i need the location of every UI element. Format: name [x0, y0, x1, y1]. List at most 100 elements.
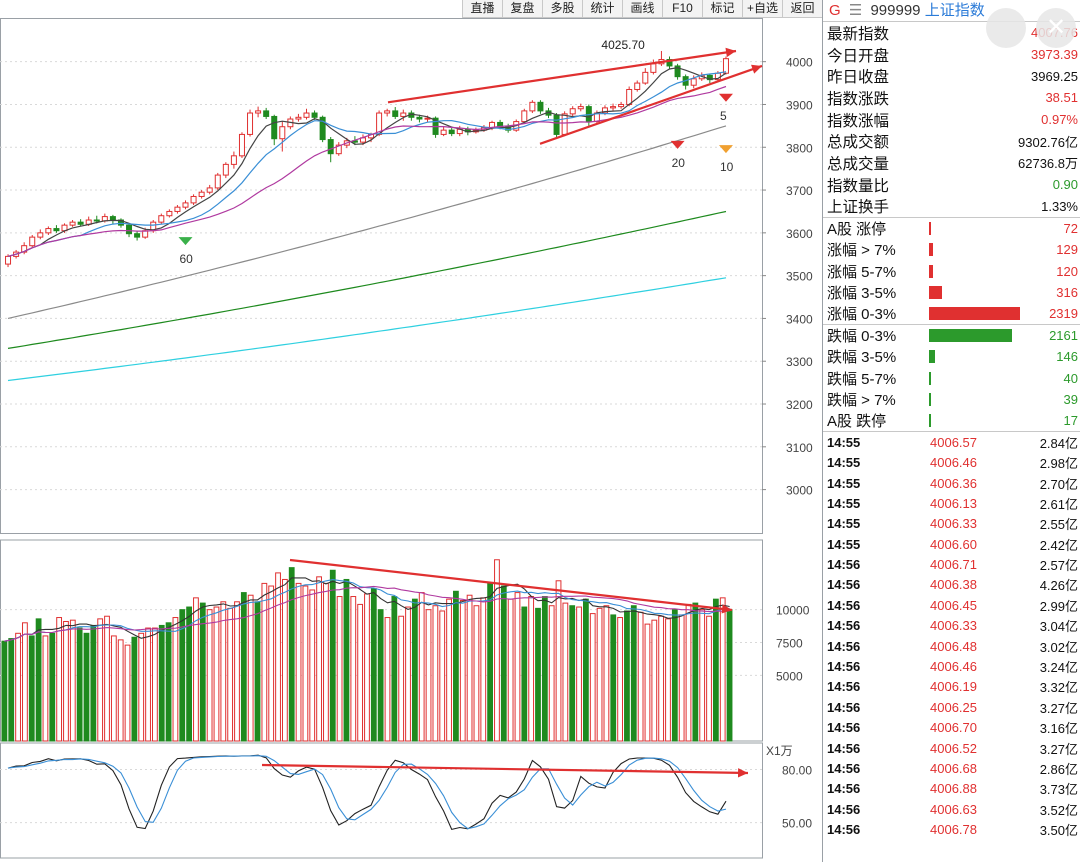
index-name[interactable]: 上证指数: [924, 2, 985, 19]
candle-body: [618, 103, 625, 108]
toolbar-button[interactable]: 返回: [782, 0, 822, 17]
breakdown-label: 跌幅 0-3%: [827, 328, 897, 346]
candle-body: [295, 116, 302, 120]
breakdown-row[interactable]: 涨幅 > 7% 129: [823, 239, 1080, 260]
toolbar-button[interactable]: 统计: [582, 0, 622, 17]
breakdown-row[interactable]: 涨幅 5-7% 120: [823, 261, 1080, 282]
volume-bar: [569, 605, 576, 742]
candle-body: [537, 101, 544, 112]
volume-bar: [370, 588, 377, 742]
candle-body: [222, 163, 229, 176]
tick-price: 4006.78: [930, 822, 977, 838]
tick-price: 4006.57: [930, 434, 977, 450]
tick-price: 4006.13: [930, 495, 977, 511]
candle-body: [206, 187, 213, 193]
breakdown-row[interactable]: 涨幅 0-3% 2319: [823, 303, 1080, 324]
fall-breakdown: 跌幅 0-3% 2161 跌幅 3-5% 146 跌幅 5-7% 40 跌幅 > 7% 39 A…: [823, 325, 1080, 431]
breakdown-bar-track: [929, 264, 1027, 278]
toolbar-button[interactable]: +自选: [742, 0, 782, 17]
toolbar-button[interactable]: 多股: [542, 0, 582, 17]
volume-bar: [22, 622, 28, 742]
volume-bar: [699, 609, 706, 742]
toolbar-button[interactable]: 复盘: [502, 0, 542, 17]
breakdown-row[interactable]: 跌幅 5-7% 40: [823, 368, 1080, 389]
toolbar-button[interactable]: F10: [662, 0, 702, 17]
volume-axis-label: 5000: [776, 669, 803, 683]
volume-bar: [8, 638, 15, 742]
volume-bar: [651, 619, 658, 742]
index-header[interactable]: G ☰ 999999 上证指数: [823, 0, 1080, 22]
volume-bar: [637, 611, 644, 742]
toolbar-button[interactable]: 标记: [702, 0, 742, 17]
breakdown-row[interactable]: A股 涨停 72: [823, 218, 1080, 239]
volume-bar: [254, 601, 261, 742]
volume-bar: [69, 619, 76, 742]
volume-bar: [473, 605, 480, 742]
candle-body: [327, 139, 334, 155]
volume-bar: [158, 624, 165, 742]
tick-row: 14:56 4006.45 2.99亿: [823, 595, 1080, 615]
volume-axis-label: 7500: [776, 637, 803, 651]
tick-row: 14:56 4006.78 3.50亿: [823, 819, 1080, 839]
breakdown-row[interactable]: 跌幅 0-3% 2161: [823, 325, 1080, 346]
volume-bar: [671, 609, 678, 742]
volume-bar: [364, 593, 370, 742]
tick-price: 4006.60: [930, 536, 977, 552]
candle-body: [416, 116, 423, 120]
divider: [823, 217, 1080, 219]
breakdown-row[interactable]: 跌幅 > 7% 39: [823, 389, 1080, 410]
candle-body: [521, 110, 528, 123]
menu-icon[interactable]: ☰: [848, 2, 863, 19]
volume-bar: [357, 603, 364, 742]
candle-body: [5, 255, 12, 265]
volume-bar: [596, 607, 603, 742]
volume-unit-label: X1万: [766, 744, 793, 758]
volume-bar: [712, 598, 719, 742]
tick-price: 4006.25: [930, 699, 977, 715]
tick-amount: 2.42亿: [1039, 537, 1078, 553]
tick-list[interactable]: 14:55 4006.57 2.84亿 14:55 4006.46 2.98亿 14:55 4…: [823, 432, 1080, 840]
candle-body: [230, 155, 237, 165]
quote-panel: G ☰ 999999 上证指数 最新指数4007.76今日开盘3973.39昨日…: [822, 0, 1080, 862]
volume-bar: [453, 590, 459, 742]
breakdown-row[interactable]: 涨幅 3-5% 316: [823, 282, 1080, 303]
candle-body: [674, 65, 681, 78]
breakdown-row[interactable]: A股 跌停 17: [823, 410, 1080, 431]
price-lower-trend-arrow: [539, 64, 763, 145]
ma-cross-marker: [718, 93, 733, 102]
candle-body: [634, 82, 641, 90]
kline-chart-area[interactable]: 4000 3900 3800 3700 3600 3500 3400 3300 3200 3100…: [0, 18, 822, 862]
kline-chart-svg[interactable]: 4000 3900 3800 3700 3600 3500 3400 3300 3200 3100…: [0, 18, 822, 862]
tick-price: 4006.36: [930, 475, 977, 491]
tick-price: 4006.46: [930, 455, 977, 471]
close-icon[interactable]: ✕: [1036, 8, 1076, 48]
volume-ma10-line: [4, 579, 730, 642]
volume-bar: [630, 605, 637, 742]
price-upper-trend-arrow-head: [725, 47, 736, 58]
volume-bar: [42, 635, 49, 742]
volume-bar: [302, 585, 309, 742]
candle-body: [77, 221, 84, 225]
more-icon[interactable]: [986, 8, 1026, 48]
candle-body: [553, 114, 560, 135]
breakdown-bar: [929, 307, 1021, 321]
breakdown-row[interactable]: 跌幅 3-5% 146: [823, 346, 1080, 367]
candle-body: [45, 228, 52, 234]
index-code: 999999: [870, 2, 921, 19]
candle-body: [722, 58, 729, 74]
volume-bar: [466, 594, 473, 742]
volume-bar: [384, 617, 391, 742]
stat-label: 总成交额: [827, 134, 890, 152]
volume-bar: [131, 636, 138, 742]
tick-row: 14:56 4006.63 3.52亿: [823, 799, 1080, 819]
breakdown-label: 跌幅 3-5%: [827, 349, 897, 367]
toolbar-button[interactable]: 画线: [622, 0, 662, 17]
stat-value: 3973.39: [1031, 47, 1078, 63]
toolbar-button[interactable]: 直播: [462, 0, 502, 17]
tick-time: 14:56: [827, 618, 861, 634]
volume-bar: [49, 632, 56, 742]
tick-row: 14:56 4006.33 3.04亿: [823, 616, 1080, 636]
volume-bar: [582, 598, 589, 742]
breakdown-label: 跌幅 > 7%: [827, 391, 896, 409]
volume-bar: [213, 606, 220, 742]
